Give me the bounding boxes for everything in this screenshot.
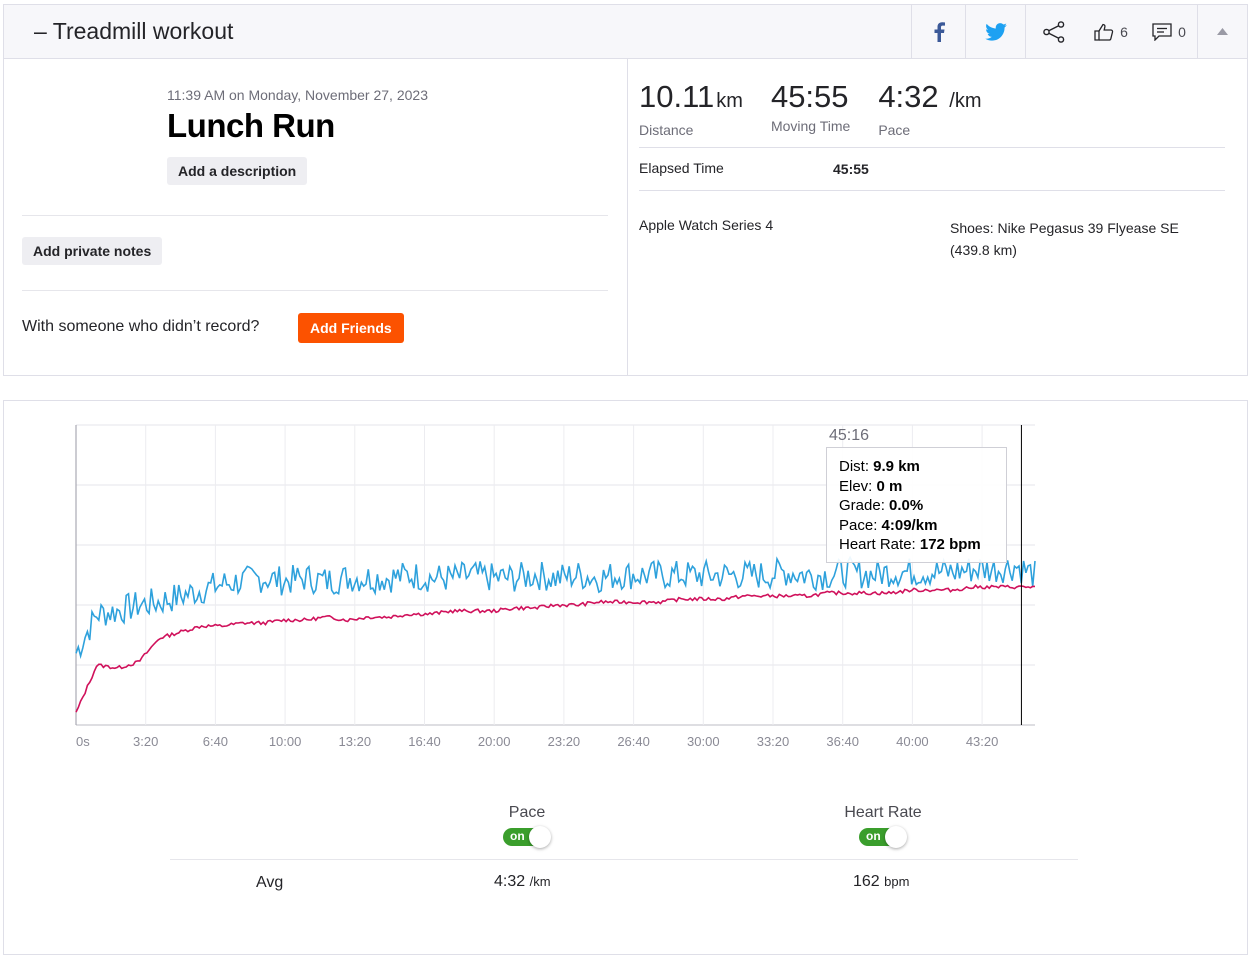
activity-timestamp: 11:39 AM on Monday, November 27, 2023	[167, 87, 428, 103]
toggle-knob	[529, 826, 551, 848]
share-button[interactable]	[1025, 5, 1081, 58]
comment-count: 0	[1178, 23, 1186, 40]
tooltip-row-heart-rate: Heart Rate: 172 bpm	[839, 536, 981, 553]
x-tick-label: 40:00	[896, 734, 929, 749]
pace-series-toggle-group: Pace on	[477, 804, 577, 848]
x-tick-label: 13:20	[339, 734, 372, 749]
with-someone-prompt: With someone who didn’t record?	[22, 318, 260, 335]
kudos-button[interactable]: 6	[1081, 5, 1141, 58]
comments-button[interactable]: 0	[1141, 5, 1197, 58]
average-pace: 4:32 /km	[494, 873, 551, 890]
twitter-icon	[984, 22, 1007, 41]
divider	[22, 290, 608, 291]
activity-header: – Treadmill workout 6 0	[4, 5, 1247, 59]
divider	[22, 215, 608, 216]
x-tick-label: 0s	[76, 734, 90, 749]
toggle-on-text: on	[866, 829, 881, 843]
moving-time-label: Moving Time	[770, 118, 851, 134]
x-tick-label: 3:20	[133, 734, 158, 749]
pace-stat: 4:32 /km Pace	[878, 79, 982, 139]
thumbs-up-icon	[1094, 23, 1114, 41]
pace-unit: /km	[949, 90, 982, 112]
heart-rate-series-line	[75, 583, 1035, 713]
distance-label: Distance	[639, 122, 694, 138]
x-tick-label: 16:40	[408, 734, 441, 749]
average-row-label: Avg	[256, 874, 284, 891]
shoes-info[interactable]: Shoes: Nike Pegasus 39 Flyease SE (439.8…	[950, 220, 1179, 258]
collapse-toggle-button[interactable]	[1197, 5, 1247, 58]
caret-up-icon	[1217, 28, 1228, 35]
x-tick-label: 30:00	[687, 734, 720, 749]
pace-label: Pace	[878, 122, 911, 138]
toggle-knob	[885, 826, 907, 848]
activity-details-panel: 11:39 AM on Monday, November 27, 2023 Lu…	[4, 59, 628, 375]
elapsed-time-value: 45:55	[833, 161, 869, 177]
activity-name[interactable]: Lunch Run	[167, 107, 335, 144]
x-tick-label: 23:20	[548, 734, 581, 749]
pace-value: 4:32	[878, 79, 939, 114]
tooltip-row-distance: Dist: 9.9 km	[839, 458, 920, 475]
heart-rate-series-toggle-group: Heart Rate on	[833, 804, 933, 848]
facebook-share-button[interactable]	[911, 5, 965, 58]
distance-stat: 10.11 km Distance	[639, 79, 743, 139]
activity-summary-card: – Treadmill workout 6 0 1	[3, 4, 1248, 376]
comment-icon	[1152, 22, 1172, 41]
distance-unit: km	[716, 90, 743, 112]
x-tick-label: 26:40	[617, 734, 650, 749]
twitter-share-button[interactable]	[965, 5, 1025, 58]
heart-rate-series-label: Heart Rate	[844, 804, 922, 821]
tooltip-row-elevation: Elev: 0 m	[839, 477, 903, 495]
chart-tooltip: Dist: 9.9 km Elev: 0 m Grade: 0.0% Pace:…	[826, 447, 1007, 563]
share-icon	[1042, 20, 1064, 43]
analysis-chart-card	[3, 400, 1248, 955]
pace-series-label: Pace	[508, 804, 546, 821]
add-friends-button[interactable]: Add Friends	[298, 313, 404, 343]
divider	[170, 859, 1078, 860]
tooltip-row-grade: Grade: 0.0%	[839, 497, 924, 514]
tooltip-time: 45:16	[829, 427, 870, 444]
moving-time-stat: 45:55 Moving Time	[771, 80, 850, 138]
toggle-on-text: on	[510, 829, 525, 843]
heart-rate-series-toggle[interactable]: on	[859, 826, 907, 848]
x-tick-label: 33:20	[757, 734, 790, 749]
tooltip-row-pace: Pace: 4:09/km	[839, 516, 938, 534]
add-description-button[interactable]: Add a description	[167, 157, 308, 185]
x-tick-label: 6:40	[203, 734, 228, 749]
elapsed-time-label: Elapsed Time	[639, 160, 724, 176]
average-heart-rate: 162 bpm	[853, 873, 910, 890]
add-private-notes-button[interactable]: Add private notes	[22, 237, 163, 265]
pace-series-line	[75, 555, 1036, 660]
kudos-count: 6	[1120, 23, 1128, 40]
divider	[639, 147, 1225, 148]
distance-value: 10.11	[639, 79, 715, 114]
primary-stats: 10.11 km Distance 45:55 Moving Time 4:32 …	[639, 79, 1010, 139]
x-tick-label: 10:00	[269, 734, 302, 749]
device-name: Apple Watch Series 4	[639, 217, 774, 233]
moving-time-value: 45:55	[770, 79, 849, 114]
activity-type-title[interactable]: – Treadmill workout	[34, 18, 234, 44]
header-actions: 6 0	[911, 5, 1247, 58]
x-tick-label: 20:00	[478, 734, 511, 749]
facebook-icon	[934, 21, 945, 42]
x-tick-label: 36:40	[826, 734, 859, 749]
x-tick-label: 43:20	[966, 734, 999, 749]
divider	[639, 190, 1225, 191]
pace-series-toggle[interactable]: on	[503, 826, 551, 848]
